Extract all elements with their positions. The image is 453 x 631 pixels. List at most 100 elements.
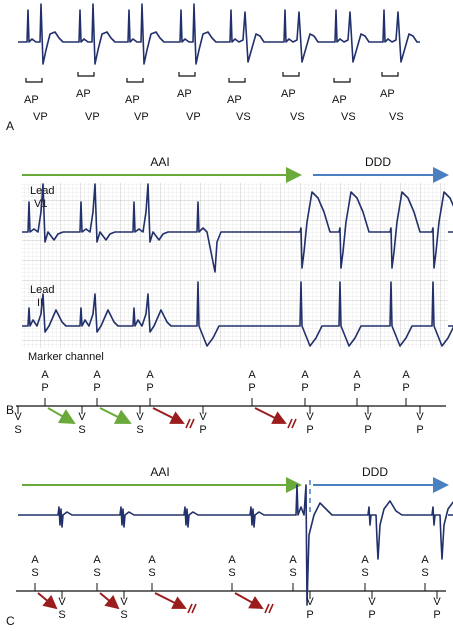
ventricular-marker: V bbox=[368, 596, 376, 608]
block-mark bbox=[185, 418, 195, 429]
conduction-arrow bbox=[234, 592, 264, 609]
atrial-marker: AP bbox=[125, 94, 140, 106]
ventricular-marker: VS bbox=[290, 111, 305, 123]
panel-label: C bbox=[6, 614, 15, 628]
ventricular-marker: VP bbox=[134, 111, 149, 123]
ecg-grid bbox=[22, 183, 448, 348]
ventricular-marker: P bbox=[199, 424, 206, 436]
lead-label: II bbox=[37, 297, 43, 309]
ventricular-marker: V bbox=[433, 596, 441, 608]
ventricular-marker: P bbox=[433, 609, 440, 621]
marker-channel-label: Marker channel bbox=[28, 351, 104, 363]
atrial-marker: AP bbox=[332, 94, 347, 106]
mode-label: DDD bbox=[365, 155, 391, 169]
ventricular-marker: VP bbox=[85, 111, 100, 123]
atrial-marker: A bbox=[248, 369, 256, 381]
atrial-marker: P bbox=[93, 382, 100, 394]
ventricular-marker: V bbox=[14, 411, 22, 423]
atrial-marker: A bbox=[361, 554, 369, 566]
ventricular-marker: P bbox=[306, 424, 313, 436]
ventricular-marker: V bbox=[306, 596, 314, 608]
ventricular-marker: P bbox=[364, 424, 371, 436]
atrial-marker: A bbox=[41, 369, 49, 381]
conduction-arrow bbox=[47, 407, 76, 424]
atrial-marker: S bbox=[361, 567, 368, 579]
lead-label: Lead bbox=[30, 284, 54, 296]
ventricular-marker: V bbox=[416, 411, 424, 423]
interval-bracket bbox=[333, 78, 351, 83]
ventricular-marker: VP bbox=[33, 111, 48, 123]
block-mark bbox=[287, 418, 297, 429]
conduction-arrow bbox=[37, 592, 58, 610]
ventricular-marker: S bbox=[14, 424, 21, 436]
mode-label: AAI bbox=[150, 465, 169, 479]
ventricular-marker: V bbox=[136, 411, 144, 423]
panel-label: A bbox=[6, 119, 14, 133]
ventricular-marker: S bbox=[120, 609, 127, 621]
ventricular-marker: V bbox=[199, 411, 207, 423]
atrial-marker: AP bbox=[281, 88, 296, 100]
interval-bracket bbox=[381, 72, 399, 77]
ventricular-marker: VP bbox=[186, 111, 201, 123]
block-mark bbox=[187, 603, 197, 614]
ventricular-marker: V bbox=[306, 411, 314, 423]
conduction-arrow bbox=[154, 592, 187, 609]
interval-bracket bbox=[228, 78, 246, 83]
ventricular-marker: V bbox=[120, 596, 128, 608]
interval-bracket bbox=[282, 72, 300, 77]
ventricular-marker: V bbox=[364, 411, 372, 423]
atrial-marker: S bbox=[31, 567, 38, 579]
interval-bracket bbox=[25, 78, 43, 83]
atrial-marker: A bbox=[93, 554, 101, 566]
atrial-marker: A bbox=[31, 554, 39, 566]
atrial-marker: P bbox=[402, 382, 409, 394]
block-mark bbox=[264, 603, 274, 614]
atrial-marker: P bbox=[41, 382, 48, 394]
interval-bracket bbox=[126, 78, 144, 83]
ecg-trace bbox=[22, 183, 453, 273]
atrial-marker: A bbox=[421, 554, 429, 566]
atrial-marker: P bbox=[146, 382, 153, 394]
ventricular-marker: V bbox=[78, 411, 86, 423]
conduction-arrow bbox=[254, 407, 287, 424]
atrial-marker: AP bbox=[227, 94, 242, 106]
conduction-arrow bbox=[152, 407, 185, 424]
ventricular-marker: P bbox=[416, 424, 423, 436]
interval-bracket bbox=[77, 72, 95, 77]
atrial-marker: A bbox=[353, 369, 361, 381]
atrial-marker: AP bbox=[24, 94, 39, 106]
atrial-marker: A bbox=[93, 369, 101, 381]
ventricular-marker: P bbox=[368, 609, 375, 621]
atrial-marker: S bbox=[289, 567, 296, 579]
atrial-marker: P bbox=[248, 382, 255, 394]
ventricular-marker: S bbox=[58, 609, 65, 621]
atrial-marker: S bbox=[421, 567, 428, 579]
conduction-arrow bbox=[99, 407, 132, 424]
panel-label: B bbox=[6, 403, 14, 417]
ecg-trace bbox=[18, 484, 453, 606]
atrial-marker: S bbox=[228, 567, 235, 579]
ventricular-marker: VS bbox=[341, 111, 356, 123]
atrial-marker: A bbox=[301, 369, 309, 381]
ventricular-marker: VS bbox=[236, 111, 251, 123]
ventricular-marker: P bbox=[306, 609, 313, 621]
ventricular-marker: VS bbox=[389, 111, 404, 123]
atrial-marker: A bbox=[289, 554, 297, 566]
atrial-marker: AP bbox=[177, 88, 192, 100]
ventricular-marker: V bbox=[58, 596, 66, 608]
interval-bracket bbox=[178, 72, 196, 77]
conduction-arrow bbox=[99, 592, 120, 610]
mode-label: DDD bbox=[362, 465, 388, 479]
atrial-marker: A bbox=[228, 554, 236, 566]
atrial-marker: P bbox=[301, 382, 308, 394]
ventricular-marker: S bbox=[136, 424, 143, 436]
ecg-trace bbox=[22, 281, 453, 347]
atrial-marker: P bbox=[353, 382, 360, 394]
mode-label: AAI bbox=[150, 155, 169, 169]
ventricular-marker: S bbox=[78, 424, 85, 436]
atrial-marker: A bbox=[146, 369, 154, 381]
atrial-marker: AP bbox=[76, 88, 91, 100]
atrial-marker: S bbox=[93, 567, 100, 579]
atrial-marker: S bbox=[148, 567, 155, 579]
